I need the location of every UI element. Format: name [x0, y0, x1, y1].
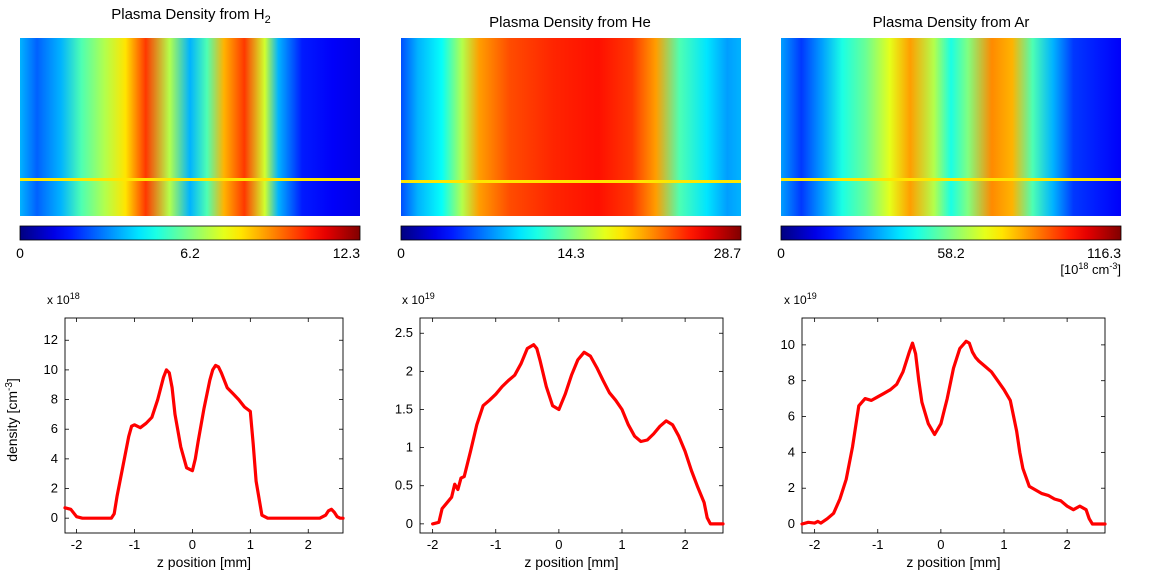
y-tick-label: 12 — [44, 332, 58, 347]
x-tick-label: 0 — [555, 537, 562, 552]
y-tick-label: 2 — [788, 480, 795, 495]
x-tick-label: 2 — [305, 537, 312, 552]
heatmap-title: Plasma Density from Ar — [873, 14, 1030, 31]
x-axis-label: z position [mm] — [524, 554, 618, 570]
colorbar-tick-label: 6.2 — [180, 245, 200, 261]
y-tick-label: 0.5 — [395, 478, 413, 493]
colorbar-tick-label: 0 — [777, 245, 785, 261]
x-tick-label: 2 — [1064, 537, 1071, 552]
heatmap-title: Plasma Density from H2 — [111, 6, 271, 26]
density-line — [800, 339, 1107, 526]
y-exponent-label: x 1019 — [402, 291, 435, 307]
heatmap-image — [20, 38, 360, 216]
heatmap-panel-he: Plasma Density from He 0 14.3 28.7 — [397, 14, 742, 261]
density-line — [63, 363, 345, 520]
y-tick-label: 4 — [788, 444, 795, 459]
colorbar-tick-label: 58.2 — [937, 245, 964, 261]
colorbar — [780, 225, 1122, 241]
x-axis-label: z position [mm] — [157, 554, 251, 570]
lineout-marker-line — [20, 178, 360, 181]
colorbar-tick-label: 28.7 — [714, 245, 741, 261]
heatmap-image — [401, 38, 741, 216]
y-tick-label: 2 — [406, 363, 413, 378]
x-tick-label: 2 — [682, 537, 689, 552]
y-tick-label: 0 — [406, 516, 413, 531]
x-tick-label: 1 — [618, 537, 625, 552]
y-tick-label: 6 — [51, 421, 58, 436]
y-tick-label: 10 — [781, 337, 795, 352]
y-tick-label: 10 — [44, 362, 58, 377]
x-tick-label: 1 — [247, 537, 254, 552]
y-tick-label: 1 — [406, 440, 413, 455]
y-tick-label: 8 — [788, 373, 795, 388]
x-tick-label: 0 — [937, 537, 944, 552]
x-tick-label: 1 — [1000, 537, 1007, 552]
y-tick-label: 2.5 — [395, 325, 413, 340]
y-exponent-label: x 1019 — [784, 291, 817, 307]
y-axis-label: density [cm-3] — [4, 378, 20, 462]
heatmap-panel-h2: Plasma Density from H2 0 6.2 12.3 — [16, 6, 361, 261]
x-tick-label: -1 — [872, 537, 884, 552]
x-tick-label: -2 — [427, 537, 439, 552]
y-tick-label: 1.5 — [395, 401, 413, 416]
colorbar-tick-label: 12.3 — [333, 245, 360, 261]
x-tick-label: -1 — [490, 537, 502, 552]
colorbar-tick-label: 0 — [397, 245, 405, 261]
x-tick-label: -1 — [129, 537, 141, 552]
colorbar-tick-label: 0 — [16, 245, 24, 261]
y-tick-label: 4 — [51, 451, 58, 466]
y-tick-label: 0 — [51, 510, 58, 525]
plot-axes-frame — [64, 317, 344, 534]
x-tick-label: 0 — [189, 537, 196, 552]
y-tick-label: 0 — [788, 516, 795, 531]
lineout-marker-line — [401, 180, 741, 183]
y-tick-label: 2 — [51, 481, 58, 496]
y-tick-label: 6 — [788, 409, 795, 424]
y-tick-label: 8 — [51, 392, 58, 407]
colorbar — [400, 225, 742, 241]
density-line — [431, 343, 725, 526]
colorbar-tick-label: 14.3 — [557, 245, 584, 261]
colorbar-unit-label: [1018 cm-3] — [1060, 261, 1121, 277]
heatmap-title: Plasma Density from He — [489, 14, 651, 31]
heatmap-panel-ar: Plasma Density from Ar 0 58.2 116.3 [101… — [777, 14, 1122, 277]
heatmap-image — [781, 38, 1121, 216]
x-tick-label: -2 — [809, 537, 821, 552]
colorbar — [19, 225, 361, 241]
x-axis-label: z position [mm] — [906, 554, 1000, 570]
lineout-plot-ar: -2 -1 0 1 2 0 2 4 6 8 10 x 1019 z position [mm] — [781, 291, 1107, 570]
lineout-plot-he: -2 -1 0 1 2 0 0.5 1 1.5 2 2.5 x 1019 z position [mm] — [395, 291, 725, 570]
x-tick-label: -2 — [71, 537, 83, 552]
lineout-marker-line — [781, 178, 1121, 181]
plot-axes-frame — [419, 317, 724, 534]
y-exponent-label: x 1018 — [47, 291, 80, 307]
colorbar-tick-label: 116.3 — [1087, 245, 1121, 261]
